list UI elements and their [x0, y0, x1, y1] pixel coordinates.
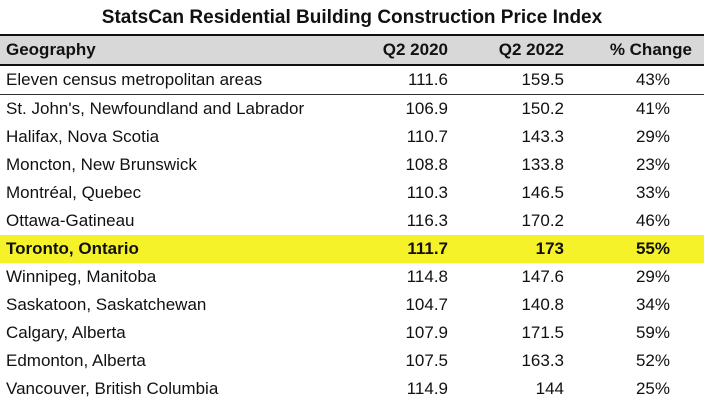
table-row: Moncton, New Brunswick 108.8 133.8 23%	[0, 151, 704, 179]
table-row: Saskatoon, Saskatchewan 104.7 140.8 34%	[0, 291, 704, 319]
cell-q2-2022: 147.6	[521, 267, 564, 286]
table-body: Eleven census metropolitan areas 111.6 159…	[0, 65, 704, 403]
price-index-table: Geography Q2 2020 Q2 2022 % Change Eleve…	[0, 34, 704, 403]
cell-q2-2022: 140.8	[521, 295, 564, 314]
table-row: Edmonton, Alberta 107.5 163.3 52%	[0, 347, 704, 375]
cell-change: 55%	[576, 235, 704, 263]
column-header-change: % Change	[576, 34, 704, 66]
cell-q2-2022: 173	[460, 235, 576, 263]
cell-change: 23%	[635, 155, 670, 174]
cell-q2-2022: 159.5	[460, 65, 576, 95]
cell-q2-2020: 106.9	[405, 99, 448, 118]
cell-geography: Montréal, Quebec	[6, 183, 142, 202]
cell-q2-2022: 144	[535, 379, 564, 398]
cell-change: 52%	[635, 351, 670, 370]
cell-geography: Edmonton, Alberta	[6, 351, 146, 370]
cell-geography: Winnipeg, Manitoba	[6, 267, 157, 286]
cell-q2-2020: 114.8	[406, 267, 448, 286]
cell-change: 46%	[635, 211, 670, 230]
cell-q2-2022: 171.5	[521, 323, 564, 342]
column-header-q2-2022: Q2 2022	[460, 34, 576, 66]
table-row: Ottawa-Gatineau 116.3 170.2 46%	[0, 207, 704, 235]
cell-change: 43%	[576, 65, 704, 95]
cell-q2-2022: 170.2	[521, 211, 564, 230]
cell-q2-2020: 107.9	[405, 323, 448, 342]
cell-geography: Saskatoon, Saskatchewan	[6, 295, 207, 314]
cell-geography: Vancouver, British Columbia	[6, 379, 219, 398]
cell-change: 29%	[635, 267, 670, 286]
cell-q2-2020: 110.7	[406, 127, 448, 146]
table-title: StatsCan Residential Building Constructi…	[101, 7, 603, 28]
table-row: Winnipeg, Manitoba 114.8 147.6 29%	[0, 263, 704, 291]
cell-q2-2022: 163.3	[521, 351, 564, 370]
table-row: Calgary, Alberta 107.9 171.5 59%	[0, 319, 704, 347]
table-row: Eleven census metropolitan areas 111.6 159…	[0, 65, 704, 95]
cell-geography: Calgary, Alberta	[6, 323, 126, 342]
cell-q2-2020: 104.7	[405, 295, 448, 314]
cell-q2-2020: 107.5	[405, 351, 448, 370]
cell-q2-2020: 108.8	[405, 155, 448, 174]
cell-geography: Ottawa-Gatineau	[6, 211, 135, 230]
column-header-q2-2020: Q2 2020	[356, 34, 460, 66]
cell-q2-2020: 110.3	[406, 183, 448, 202]
cell-change: 33%	[635, 183, 670, 202]
table-row: St. John's, Newfoundland and Labrador 106…	[0, 95, 704, 124]
table-row: Toronto, Ontario 111.7 173 55%	[0, 235, 704, 263]
cell-change: 29%	[635, 127, 670, 146]
cell-geography: Moncton, New Brunswick	[6, 155, 197, 174]
header-row: Geography Q2 2020 Q2 2022 % Change	[0, 34, 704, 66]
cell-q2-2020: 116.3	[406, 211, 448, 230]
cell-q2-2022: 143.3	[521, 127, 564, 146]
cell-geography: St. John's, Newfoundland and Labrador	[6, 99, 305, 118]
cell-geography: Eleven census metropolitan areas	[0, 65, 356, 95]
cell-q2-2020: 111.7	[356, 235, 460, 263]
cell-change: 41%	[635, 99, 670, 118]
cell-change: 59%	[635, 323, 670, 342]
cell-change: 34%	[635, 295, 670, 314]
table-row: Montréal, Quebec 110.3 146.5 33%	[0, 179, 704, 207]
cell-q2-2020: 114.9	[406, 379, 448, 398]
cell-q2-2022: 133.8	[521, 155, 564, 174]
column-header-geography: Geography	[0, 34, 356, 66]
cell-change: 25%	[635, 379, 670, 398]
table-row: Halifax, Nova Scotia 110.7 143.3 29%	[0, 123, 704, 151]
cell-geography: Toronto, Ontario	[0, 235, 356, 263]
cell-q2-2020: 111.6	[356, 65, 460, 95]
cell-geography: Halifax, Nova Scotia	[6, 127, 160, 146]
table-row: Vancouver, British Columbia 114.9 144 25%	[0, 375, 704, 403]
cell-q2-2022: 146.5	[521, 183, 564, 202]
cell-q2-2022: 150.2	[521, 99, 564, 118]
